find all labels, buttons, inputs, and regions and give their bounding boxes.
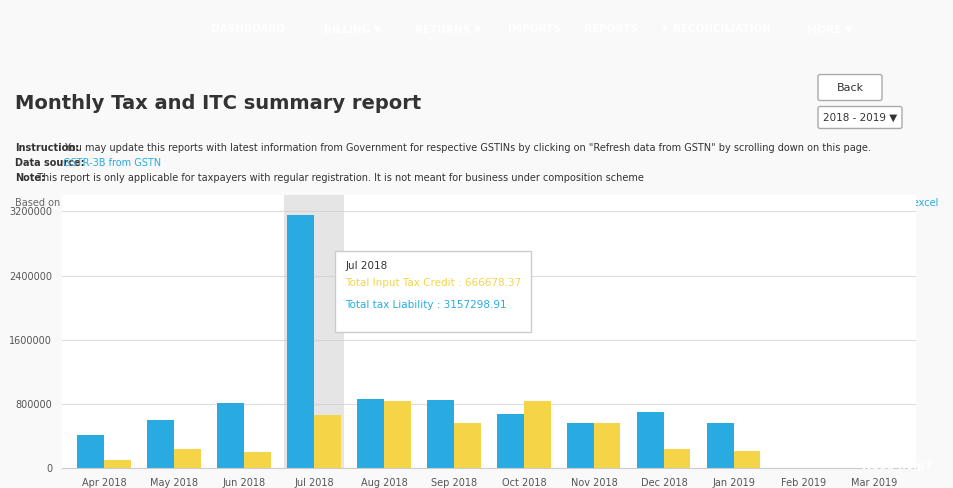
Text: GSTR-3B from GSTN: GSTR-3B from GSTN	[60, 159, 161, 168]
Text: MORE ▼: MORE ▼	[806, 24, 852, 34]
Text: Need help?: Need help?	[862, 461, 930, 471]
Bar	[427, 400, 454, 468]
Text: ★ RECONCILIATION: ★ RECONCILIATION	[659, 24, 770, 34]
Text: This report is only applicable for taxpayers with regular registration. It is no: This report is only applicable for taxpa…	[34, 173, 643, 183]
Bar	[594, 424, 619, 468]
Text: Monthly Tax and ITC summary report: Monthly Tax and ITC summary report	[15, 94, 421, 113]
Bar	[217, 403, 244, 468]
Text: REPORTS: REPORTS	[583, 24, 637, 34]
Text: Total tax Liability : 3157298.91: Total tax Liability : 3157298.91	[345, 300, 507, 310]
Text: RETURNS ▼: RETURNS ▼	[415, 24, 481, 34]
Bar	[357, 399, 383, 468]
Bar	[244, 452, 271, 468]
Text: Back: Back	[836, 82, 862, 93]
Text: DASHBOARD: DASHBOARD	[211, 24, 285, 34]
Text: Total Input Tax Credit : 666678.37: Total Input Tax Credit : 666678.37	[345, 278, 521, 288]
Text: IMPORTS: IMPORTS	[507, 24, 560, 34]
FancyBboxPatch shape	[817, 106, 901, 128]
Bar	[287, 215, 314, 468]
FancyBboxPatch shape	[817, 75, 882, 101]
Bar	[284, 195, 343, 468]
Bar	[567, 424, 594, 468]
Bar	[104, 461, 131, 468]
Bar	[706, 424, 733, 468]
Bar	[733, 451, 760, 468]
Bar	[173, 449, 200, 468]
Bar	[497, 414, 523, 468]
Text: Data source:: Data source:	[15, 159, 85, 168]
Text: You may update this reports with latest information from Government for respecti: You may update this reports with latest …	[62, 143, 870, 153]
Bar	[77, 435, 104, 468]
Bar	[523, 401, 550, 468]
Text: Download report as excel: Download report as excel	[813, 199, 937, 208]
Bar	[454, 424, 480, 468]
Text: Instruction:: Instruction:	[15, 143, 79, 153]
Bar	[314, 415, 340, 468]
Bar	[383, 401, 410, 468]
Bar	[637, 412, 663, 468]
Bar	[147, 420, 173, 468]
FancyBboxPatch shape	[335, 251, 531, 332]
Text: Based on aggregating data GSTR-3B data from Government for all GSTINs associated: Based on aggregating data GSTR-3B data f…	[15, 199, 518, 208]
Text: Note:: Note:	[15, 173, 45, 183]
Text: 2018 - 2019 ▼: 2018 - 2019 ▼	[822, 112, 896, 122]
Bar	[663, 449, 690, 468]
Text: BILLING ▼: BILLING ▼	[324, 24, 381, 34]
Text: Jul 2018: Jul 2018	[345, 261, 387, 271]
